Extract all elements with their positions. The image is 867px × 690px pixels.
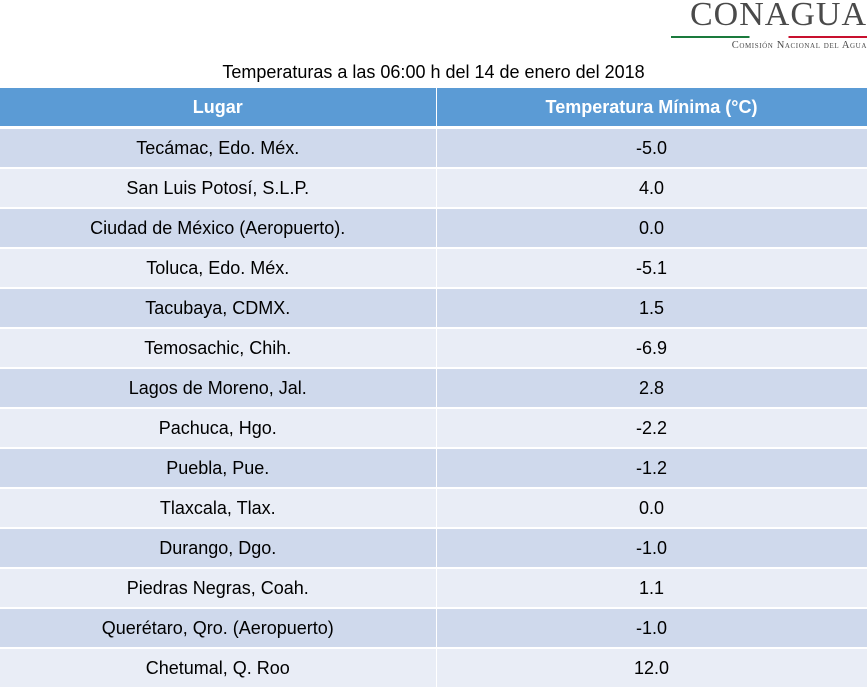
table-row: Lagos de Moreno, Jal. 2.8 [0, 368, 867, 409]
table-row: Ciudad de México (Aeropuerto). 0.0 [0, 208, 867, 249]
temp-cell: -1.2 [436, 448, 867, 489]
table-row: Querétaro, Qro. (Aeropuerto) -1.0 [0, 608, 867, 649]
place-cell: Temosachic, Chih. [0, 328, 437, 369]
table-row: Piedras Negras, Coah. 1.1 [0, 568, 867, 609]
temp-cell: -2.2 [436, 408, 867, 449]
temp-cell: 2.8 [436, 368, 867, 409]
table-row: Tecámac, Edo. Méx. -5.0 [0, 127, 867, 169]
place-cell: Tlaxcala, Tlax. [0, 488, 437, 529]
table-row: Temosachic, Chih. -6.9 [0, 328, 867, 369]
place-cell: Lagos de Moreno, Jal. [0, 368, 437, 409]
temp-cell: -1.0 [436, 608, 867, 649]
temp-cell: 0.0 [436, 488, 867, 529]
table-row: Puebla, Pue. -1.2 [0, 448, 867, 489]
temperature-table: Lugar Temperatura Mínima (°C) Tecámac, E… [0, 88, 867, 689]
table-row: Tacubaya, CDMX. 1.5 [0, 288, 867, 329]
temp-cell: 1.5 [436, 288, 867, 329]
place-cell: Ciudad de México (Aeropuerto). [0, 208, 437, 249]
table-row: Toluca, Edo. Méx. -5.1 [0, 248, 867, 289]
temp-cell: -6.9 [436, 328, 867, 369]
place-cell: Piedras Negras, Coah. [0, 568, 437, 609]
temp-cell: -5.0 [436, 127, 867, 169]
place-cell: Toluca, Edo. Méx. [0, 248, 437, 289]
table-title: Temperaturas a las 06:00 h del 14 de ene… [222, 62, 645, 82]
place-cell: Durango, Dgo. [0, 528, 437, 569]
place-cell: Tecámac, Edo. Méx. [0, 127, 437, 169]
place-cell: San Luis Potosí, S.L.P. [0, 168, 437, 209]
column-header-min-temp: Temperatura Mínima (°C) [436, 88, 867, 129]
place-cell: Pachuca, Hgo. [0, 408, 437, 449]
place-cell: Querétaro, Qro. (Aeropuerto) [0, 608, 437, 649]
table-row: Chetumal, Q. Roo 12.0 [0, 648, 867, 689]
logo-name: CONAGUA [690, 0, 867, 33]
temp-cell: 1.1 [436, 568, 867, 609]
temp-cell: -1.0 [436, 528, 867, 569]
temp-cell: 12.0 [436, 648, 867, 689]
table-row: Durango, Dgo. -1.0 [0, 528, 867, 569]
logo-subtitle: Comisión Nacional del Agua [731, 40, 867, 51]
table-row: Pachuca, Hgo. -2.2 [0, 408, 867, 449]
table-row: Tlaxcala, Tlax. 0.0 [0, 488, 867, 529]
temp-cell: 0.0 [436, 208, 867, 249]
temp-cell: -5.1 [436, 248, 867, 289]
place-cell: Puebla, Pue. [0, 448, 437, 489]
column-header-place: Lugar [0, 88, 437, 129]
place-cell: Tacubaya, CDMX. [0, 288, 437, 329]
table-row: San Luis Potosí, S.L.P. 4.0 [0, 168, 867, 209]
temp-cell: 4.0 [436, 168, 867, 209]
place-cell: Chetumal, Q. Roo [0, 648, 437, 689]
table-header-row: Lugar Temperatura Mínima (°C) [0, 88, 867, 129]
conagua-logo: CONAGUA Comisión Nacional del Agua [667, 0, 867, 58]
logo-flag-line [671, 36, 867, 38]
